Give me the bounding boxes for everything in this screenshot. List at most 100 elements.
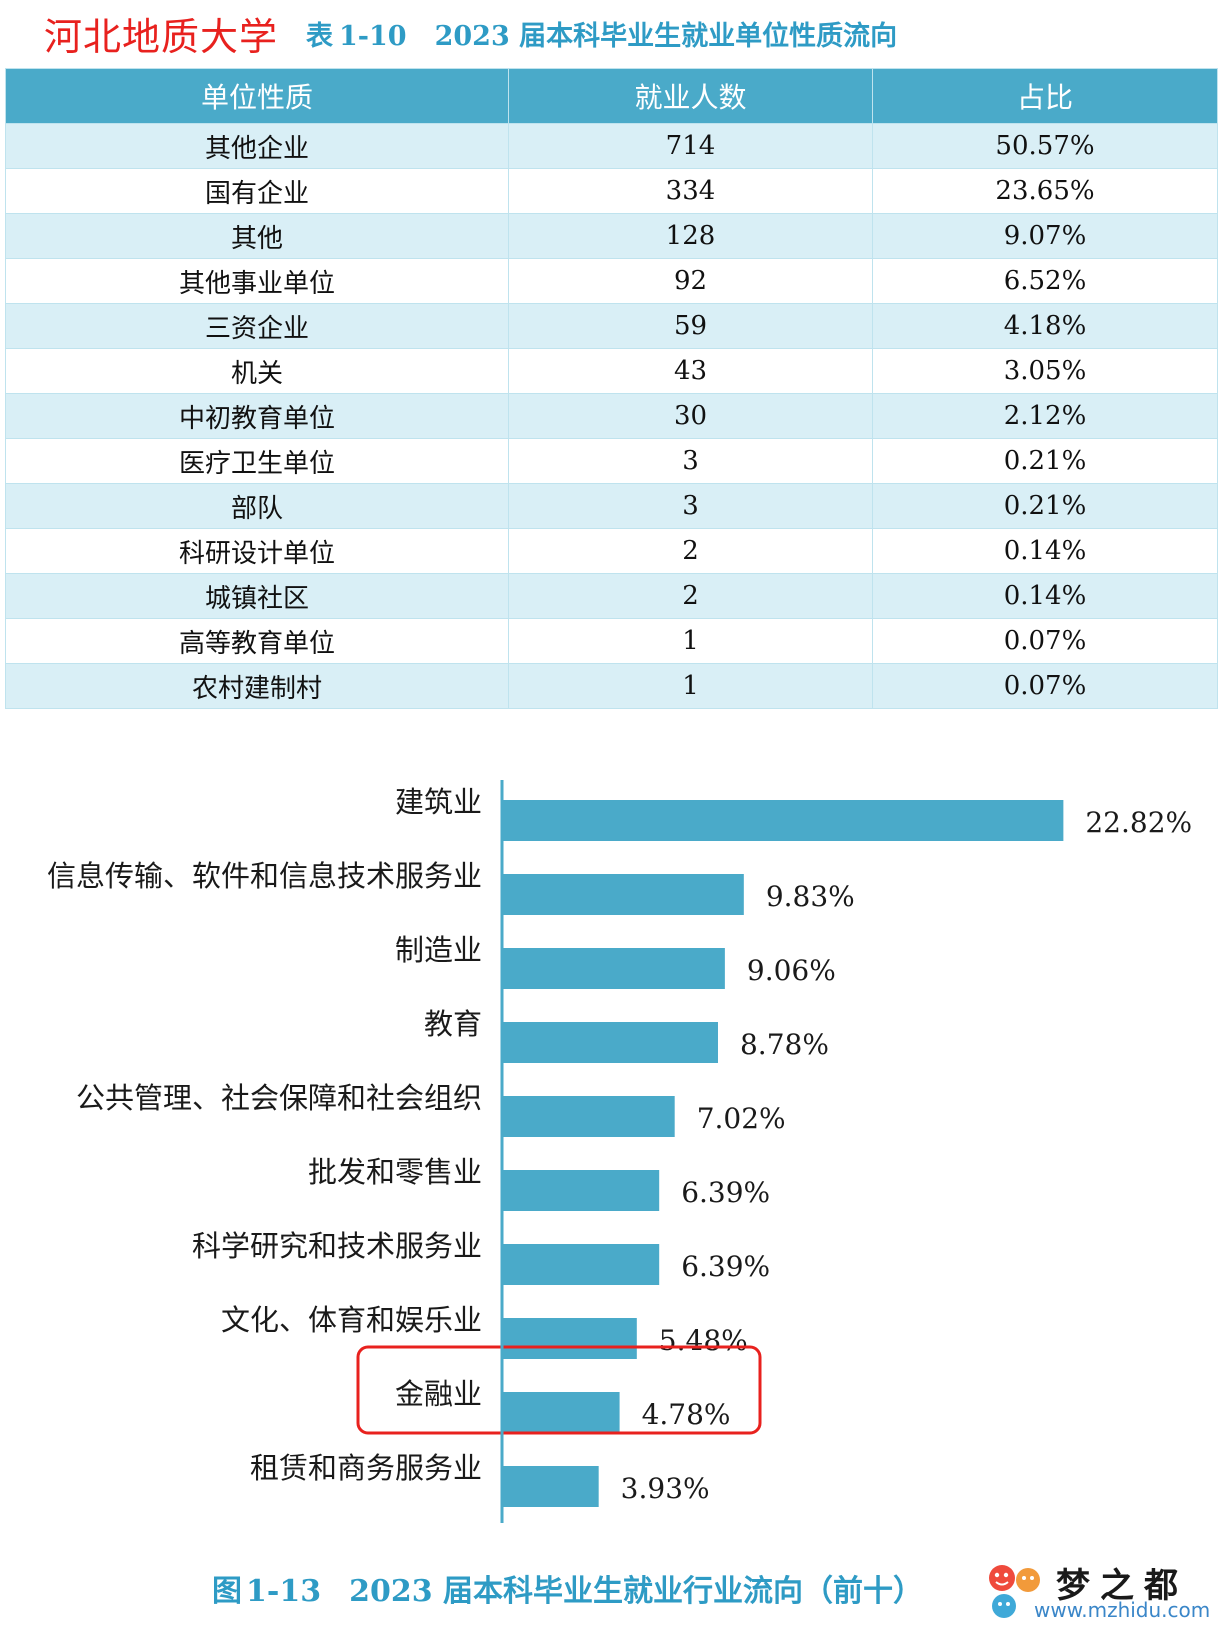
table-row: 高等教育单位 1 0.07%	[5, 618, 1218, 664]
cell-count: 3	[508, 483, 873, 529]
chart-bar	[502, 1022, 718, 1063]
cell-unit-type: 机关	[5, 348, 509, 394]
chart-bar	[502, 1466, 599, 1507]
watermark-url: www.mzhidu.com	[1034, 1598, 1211, 1622]
cell-count: 30	[508, 393, 873, 439]
data-label: 4.78%	[642, 1398, 731, 1431]
data-label: 6.39%	[681, 1250, 770, 1283]
cell-share: 2.12%	[872, 393, 1218, 439]
figure-caption-number: 1-13	[246, 1574, 322, 1609]
cell-share: 3.05%	[872, 348, 1218, 394]
column-header-count: 就业人数	[508, 68, 873, 124]
category-label: 科学研究和技术服务业	[192, 1229, 482, 1263]
table-row: 科研设计单位 2 0.14%	[5, 528, 1218, 574]
cell-count: 59	[508, 303, 873, 349]
chart-bar	[502, 874, 744, 915]
table-row: 其他 128 9.07%	[5, 213, 1218, 259]
cell-share: 0.07%	[872, 618, 1218, 664]
table-row: 城镇社区 2 0.14%	[5, 573, 1218, 619]
cell-share: 0.07%	[872, 663, 1218, 709]
watermark-name: 梦之都	[1056, 1566, 1188, 1606]
cell-count: 43	[508, 348, 873, 394]
cell-unit-type: 医疗卫生单位	[5, 438, 509, 484]
bubble-mascot-icon	[989, 1565, 1040, 1618]
table-header-row: 单位性质 就业人数 占比	[5, 68, 1218, 124]
data-label: 7.02%	[697, 1102, 786, 1135]
chart-bar	[502, 1096, 675, 1137]
column-header-share: 占比	[872, 68, 1218, 124]
figure-caption-prefix: 图	[212, 1574, 242, 1609]
cell-share: 9.07%	[872, 213, 1218, 259]
table-row: 农村建制村 1 0.07%	[5, 663, 1218, 709]
table-row: 部队 3 0.21%	[5, 483, 1218, 529]
cell-unit-type: 其他事业单位	[5, 258, 509, 304]
chart-bar	[502, 1170, 660, 1211]
table-row: 其他事业单位 92 6.52%	[5, 258, 1218, 304]
data-label: 3.93%	[621, 1472, 710, 1505]
chart-bar	[502, 1318, 637, 1359]
cell-unit-type: 国有企业	[5, 168, 509, 214]
cell-share: 50.57%	[872, 123, 1218, 169]
industry-bar-chart: 建筑业 22.82% 信息传输、软件和信息技术服务业 9.83% 制造业 9.06% 教育 8…	[47, 780, 1192, 1523]
data-label: 8.78%	[740, 1028, 829, 1061]
cell-share: 0.21%	[872, 483, 1218, 529]
table-row: 三资企业 59 4.18%	[5, 303, 1218, 349]
cell-count: 334	[508, 168, 873, 214]
category-label: 制造业	[395, 933, 482, 967]
highlight-box	[356, 1345, 762, 1435]
cell-unit-type: 科研设计单位	[5, 528, 509, 574]
cell-share: 6.52%	[872, 258, 1218, 304]
cell-count: 1	[508, 663, 873, 709]
cell-unit-type: 部队	[5, 483, 509, 529]
chart-bar	[502, 800, 1064, 841]
table-row: 中初教育单位 30 2.12%	[5, 393, 1218, 439]
cell-unit-type: 城镇社区	[5, 573, 509, 619]
cell-share: 0.14%	[872, 573, 1218, 619]
data-label: 9.83%	[766, 880, 855, 913]
cell-share: 23.65%	[872, 168, 1218, 214]
unit-nature-table: 单位性质 就业人数 占比 其他企业 714 50.57% 国有企业 334 23…	[5, 68, 1218, 709]
table-row: 国有企业 334 23.65%	[5, 168, 1218, 214]
chart-bar	[502, 948, 725, 989]
table-row: 其他企业 714 50.57%	[5, 123, 1218, 169]
cell-count: 2	[508, 528, 873, 574]
cell-count: 1	[508, 618, 873, 664]
table-caption-title: 2023 届本科毕业生就业单位性质流向	[434, 21, 898, 52]
site-watermark: 梦之都 www.mzhidu.com	[986, 1558, 1216, 1624]
data-label: 6.39%	[681, 1176, 770, 1209]
cell-count: 92	[508, 258, 873, 304]
chart-bar	[502, 1392, 620, 1433]
university-brand: 河北地质大学	[44, 15, 279, 59]
table-row: 医疗卫生单位 3 0.21%	[5, 438, 1218, 484]
category-label: 信息传输、软件和信息技术服务业	[47, 859, 482, 893]
category-label: 公共管理、社会保障和社会组织	[76, 1081, 482, 1115]
category-label: 金融业	[395, 1377, 482, 1411]
category-label: 建筑业	[395, 785, 482, 819]
cell-share: 0.21%	[872, 438, 1218, 484]
data-label: 22.82%	[1085, 806, 1192, 839]
cell-count: 128	[508, 213, 873, 259]
category-label: 教育	[424, 1007, 482, 1041]
data-label: 9.06%	[747, 954, 836, 987]
cell-unit-type: 其他	[5, 213, 509, 259]
data-label: 5.48%	[659, 1324, 748, 1357]
table-row: 机关 43 3.05%	[5, 348, 1218, 394]
cell-count: 714	[508, 123, 873, 169]
figure-caption-title: 2023 届本科毕业生就业行业流向（前十）	[349, 1574, 924, 1609]
cell-count: 2	[508, 573, 873, 619]
page-header: 河北地质大学 表 1-10 2023 届本科毕业生就业单位性质流向	[0, 0, 1226, 62]
column-header-unit-type: 单位性质	[5, 68, 509, 124]
cell-unit-type: 高等教育单位	[5, 618, 509, 664]
table-caption: 表 1-10 2023 届本科毕业生就业单位性质流向	[306, 14, 897, 53]
table-caption-prefix: 表	[306, 21, 333, 52]
category-label: 文化、体育和娱乐业	[221, 1303, 482, 1337]
cell-unit-type: 农村建制村	[5, 663, 509, 709]
cell-unit-type: 三资企业	[5, 303, 509, 349]
cell-count: 3	[508, 438, 873, 484]
table-caption-number: 1-10	[339, 21, 407, 52]
cell-share: 4.18%	[872, 303, 1218, 349]
cell-share: 0.14%	[872, 528, 1218, 574]
chart-bar	[502, 1244, 660, 1285]
category-label: 批发和零售业	[308, 1155, 482, 1189]
figure-caption: 图 1-13 2023 届本科毕业生就业行业流向（前十）	[212, 1566, 923, 1610]
